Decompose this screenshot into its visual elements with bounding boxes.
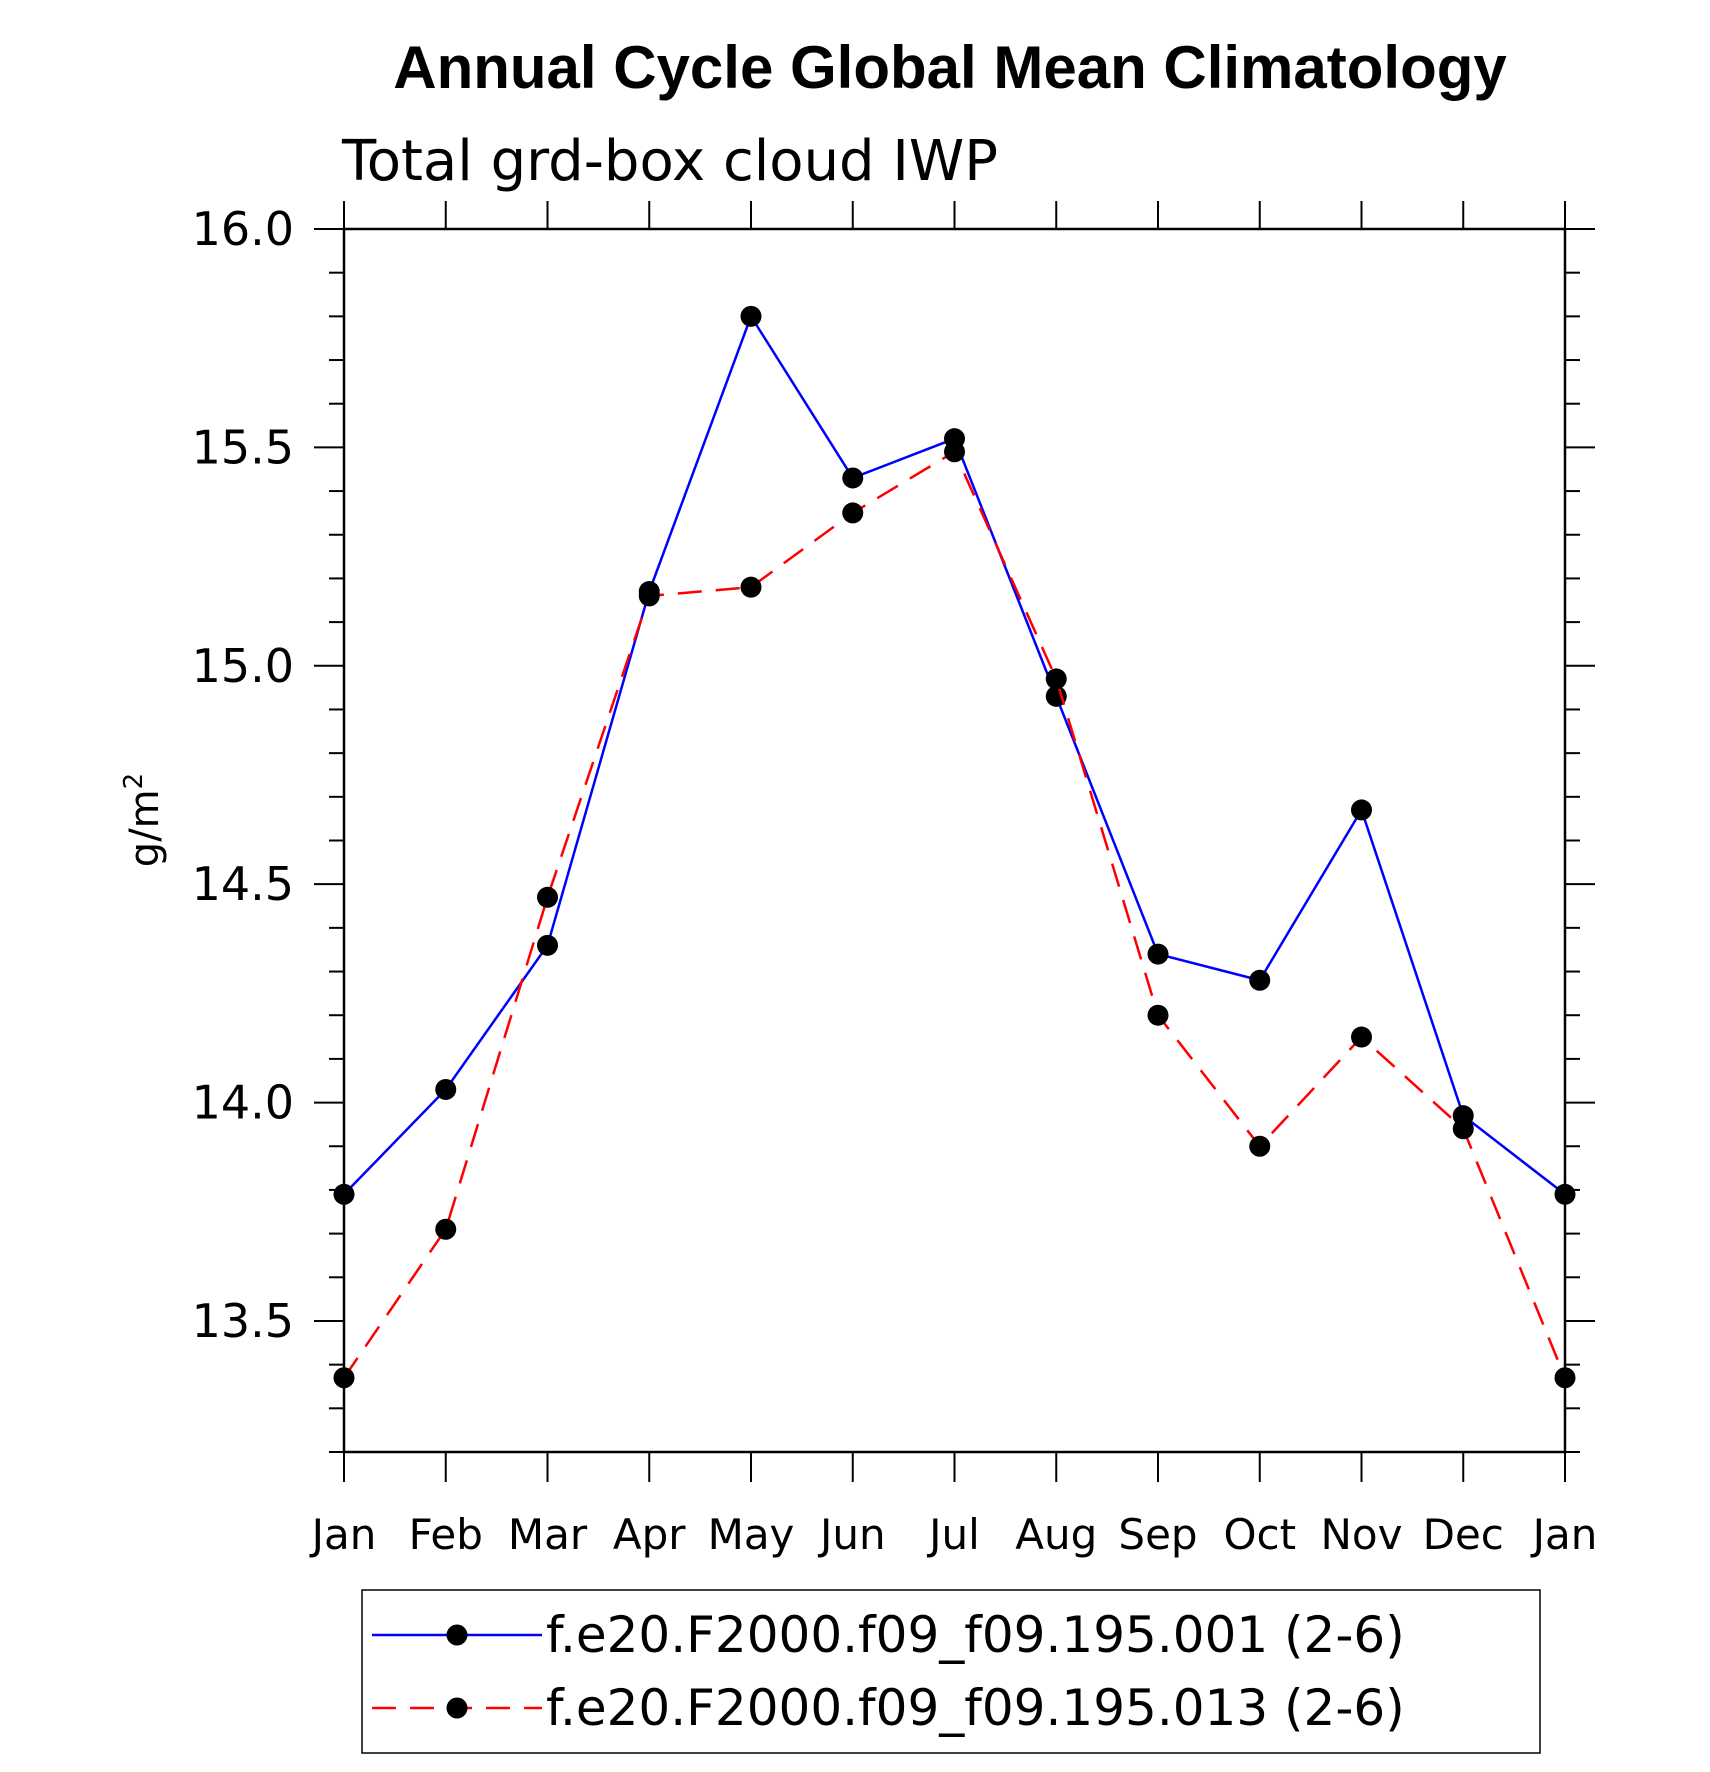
series-2-point bbox=[1351, 1026, 1372, 1048]
y-axis: 16.0 15.5 15.0 14.5 14.0 13.5 bbox=[192, 202, 1595, 1453]
y-tick-label: 13.5 bbox=[192, 1294, 294, 1348]
series-2-point bbox=[740, 576, 762, 598]
series-2-point bbox=[1249, 1135, 1271, 1157]
legend: f.e20.F2000.f09_f09.195.001 (2-6) f.e20.F… bbox=[361, 1589, 1541, 1754]
x-tick-label: Jun bbox=[817, 1510, 886, 1559]
x-tick-label: Dec bbox=[1423, 1510, 1504, 1559]
x-tick-label: Jul bbox=[926, 1510, 980, 1559]
series-2-point bbox=[842, 502, 864, 524]
series-2-point bbox=[1147, 1004, 1169, 1026]
legend-label-1: f.e20.F2000.f09_f09.195.001 (2-6) bbox=[546, 1606, 1405, 1664]
series-1-point bbox=[1351, 799, 1372, 821]
x-tick-label: Nov bbox=[1321, 1510, 1403, 1559]
y-tick-label: 15.5 bbox=[192, 420, 294, 474]
x-tick-label: Aug bbox=[1015, 1510, 1097, 1559]
legend-label-2: f.e20.F2000.f09_f09.195.013 (2-6) bbox=[546, 1679, 1405, 1737]
series-2-point bbox=[638, 585, 660, 607]
series-1-point bbox=[842, 467, 864, 489]
series-1-point bbox=[1147, 943, 1169, 965]
legend-box bbox=[361, 1589, 1541, 1754]
series-2-point bbox=[944, 441, 965, 463]
x-tick-label: Apr bbox=[613, 1510, 686, 1559]
chart-title: Annual Cycle Global Mean Climatology bbox=[393, 34, 1507, 101]
x-tick-label: Jan bbox=[309, 1510, 377, 1559]
x-tick-label: Sep bbox=[1118, 1510, 1197, 1559]
x-tick-label: Jan bbox=[1530, 1510, 1598, 1559]
plot-frame bbox=[342, 227, 1567, 1454]
x-tick-label: Mar bbox=[508, 1510, 588, 1559]
series-1-point bbox=[537, 934, 558, 956]
legend-marker-2 bbox=[446, 1697, 468, 1719]
series-1-point bbox=[1249, 969, 1271, 991]
y-tick-label: 16.0 bbox=[192, 202, 294, 256]
y-axis-label-superscript: 2 bbox=[119, 773, 149, 790]
series-2-point bbox=[333, 1367, 355, 1389]
series-1-point bbox=[1554, 1183, 1576, 1205]
x-axis: Jan Feb Mar Apr May Jun Jul Aug Sep Oct Nov Dec Jan bbox=[309, 201, 1598, 1559]
x-tick-label: May bbox=[708, 1510, 795, 1559]
series-layer bbox=[333, 305, 1576, 1389]
legend-marker-1 bbox=[446, 1624, 468, 1646]
series-line-2 bbox=[342, 449, 1567, 1379]
x-tick-label: Oct bbox=[1223, 1510, 1296, 1559]
y-axis-label-unit: g/m bbox=[122, 789, 168, 867]
y-tick-label: 14.5 bbox=[192, 857, 294, 911]
x-tick-label: Feb bbox=[409, 1510, 483, 1559]
series-2-point bbox=[1554, 1367, 1576, 1389]
series-2-point bbox=[537, 886, 558, 908]
series-1-point bbox=[435, 1078, 457, 1100]
series-1-point bbox=[333, 1183, 355, 1205]
y-tick-label: 14.0 bbox=[192, 1076, 294, 1130]
series-1-point bbox=[1045, 685, 1067, 707]
series-1-point bbox=[740, 305, 762, 327]
plot-border bbox=[342, 227, 1567, 1454]
y-tick-label: 15.0 bbox=[192, 639, 294, 693]
chart-subtitle: Total grd-box cloud IWP bbox=[341, 129, 998, 194]
series-2-point bbox=[1452, 1118, 1474, 1140]
y-axis-label: g/m2 bbox=[119, 773, 168, 867]
series-2-point bbox=[1045, 668, 1067, 690]
series-2-point bbox=[435, 1218, 457, 1240]
